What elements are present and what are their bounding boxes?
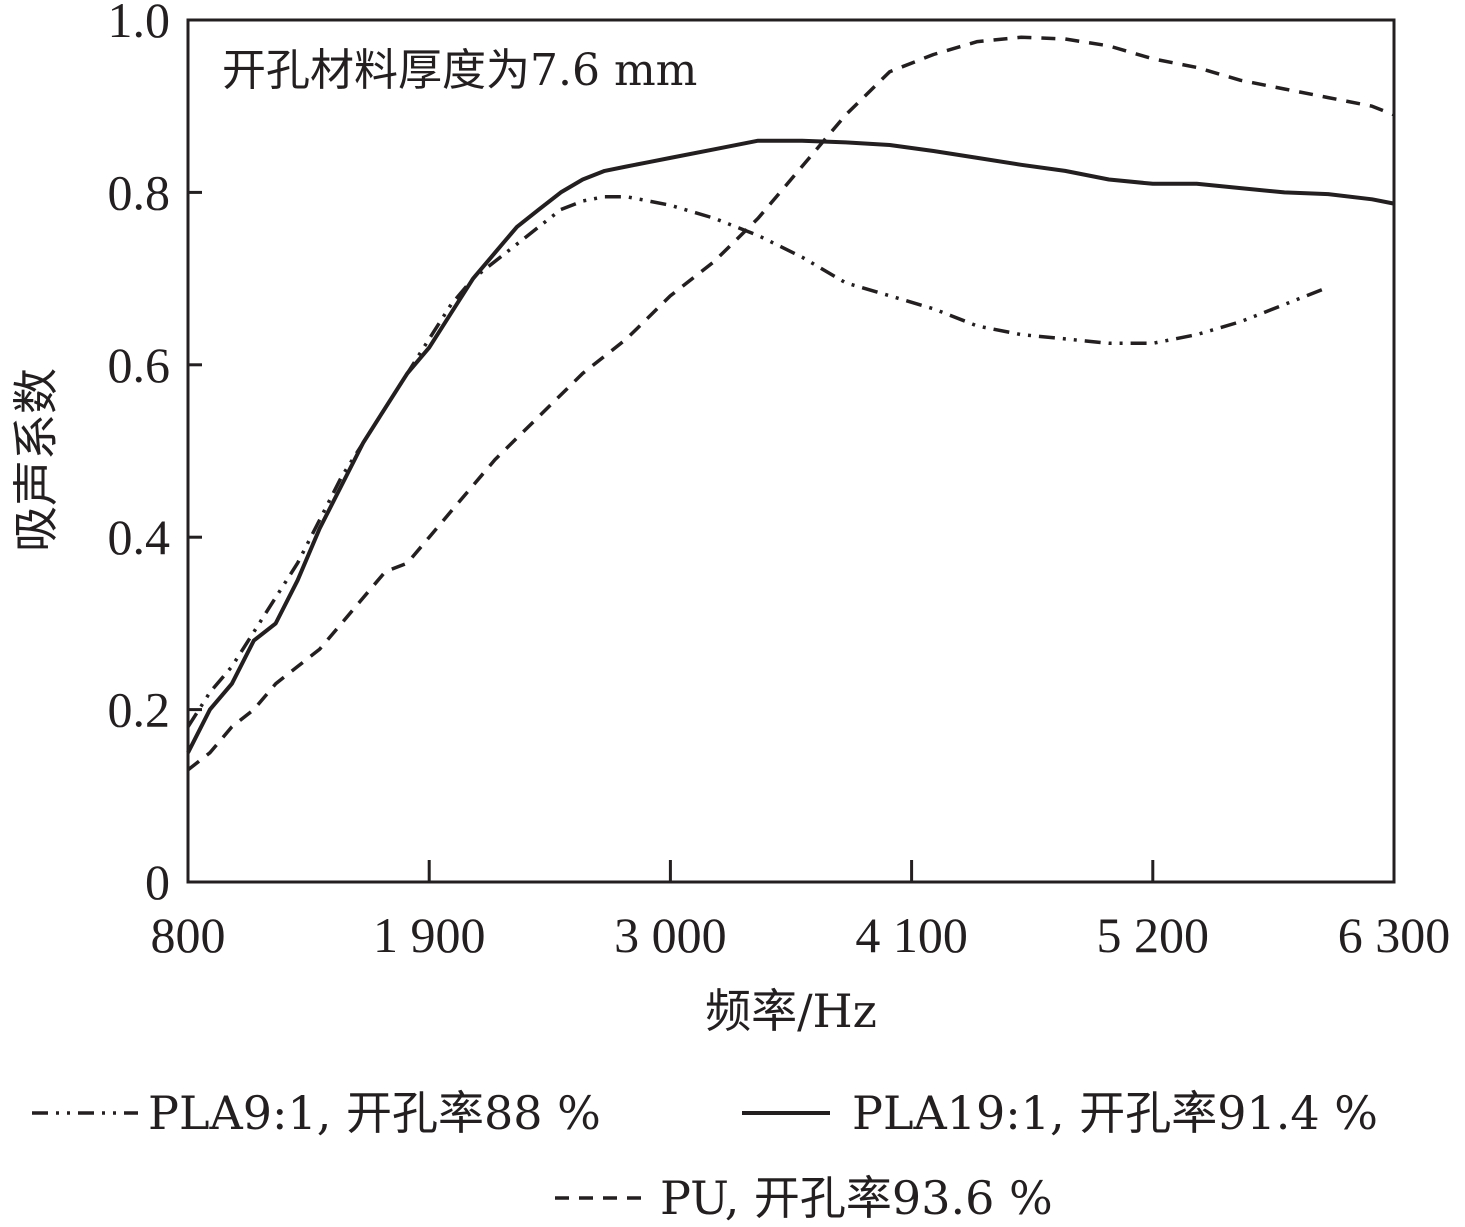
- x-tick-label: 4 100: [855, 907, 968, 963]
- x-axis: 800 1 900 3 000 4 100 5 200 6 300: [151, 860, 1451, 963]
- plot-frame: [186, 18, 1396, 884]
- legend-item-pla191: PLA19:1, 开孔率91.4 %: [742, 1086, 1378, 1140]
- series-layer: [186, 35, 1395, 772]
- x-tick-label: 800: [151, 907, 226, 963]
- y-tick-label: 0.8: [108, 164, 171, 220]
- series-line-pla191: [186, 138, 1395, 754]
- legend-item-pla91: PLA9:1, 开孔率88 %: [32, 1086, 601, 1140]
- y-tick-label: 0.6: [108, 337, 171, 393]
- legend-label-pla91: PLA9:1, 开孔率88 %: [148, 1086, 601, 1140]
- legend-label-pu: PU, 开孔率93.6 %: [660, 1171, 1053, 1225]
- x-tick-label: 3 000: [614, 907, 727, 963]
- legend-item-pu: PU, 开孔率93.6 %: [555, 1171, 1053, 1225]
- x-tick-label: 6 300: [1338, 907, 1451, 963]
- y-tick-label: 0.4: [108, 509, 171, 565]
- series-line-pla91: [186, 194, 1329, 728]
- x-tick-label: 5 200: [1097, 907, 1210, 963]
- y-axis: 0 0.2 0.4 0.6 0.8 1.0: [108, 0, 202, 910]
- y-tick-label: 0: [145, 854, 170, 910]
- y-axis-title: 吸声系数: [9, 368, 63, 552]
- y-tick-label: 0.2: [108, 682, 171, 738]
- legend-label-pla191: PLA19:1, 开孔率91.4 %: [852, 1086, 1378, 1140]
- series-line-pu: [186, 35, 1395, 772]
- x-tick-label: 1 900: [373, 907, 486, 963]
- legend: PLA9:1, 开孔率88 % PLA19:1, 开孔率91.4 % PU, 开…: [32, 1086, 1378, 1225]
- y-tick-label: 1.0: [108, 0, 171, 48]
- x-axis-title: 频率/Hz: [705, 984, 877, 1038]
- annotation-text: 开孔材料厚度为7.6 mm: [222, 45, 697, 96]
